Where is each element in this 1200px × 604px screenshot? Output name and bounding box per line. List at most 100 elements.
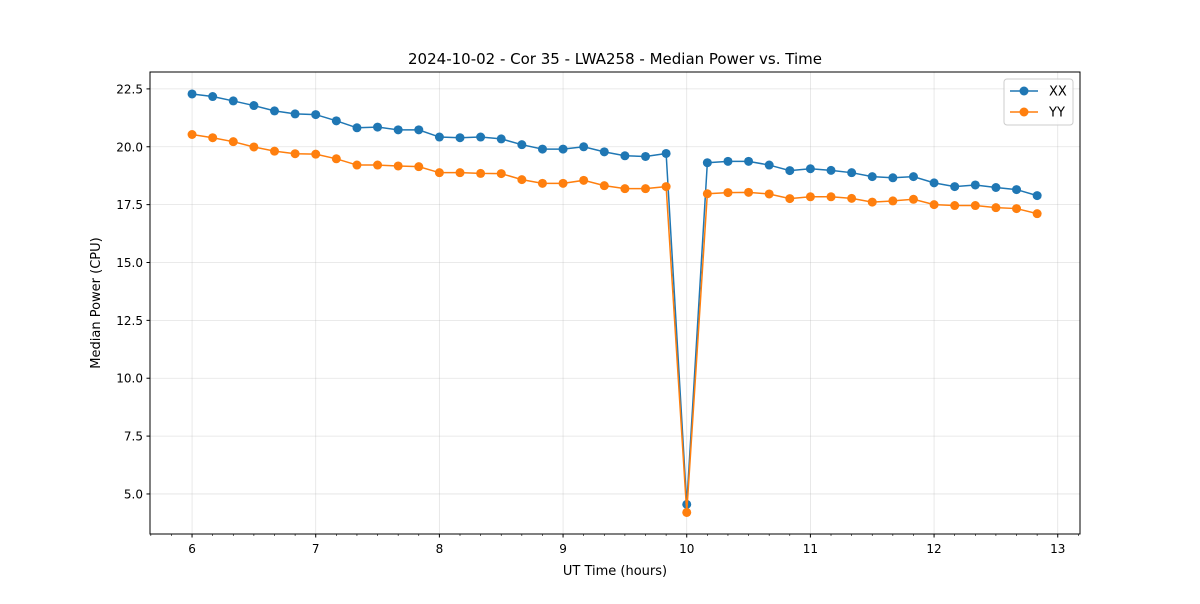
data-point [682, 507, 692, 517]
data-point [476, 168, 486, 178]
data-point [208, 133, 218, 143]
data-point [805, 192, 815, 202]
data-point [352, 160, 362, 170]
y-tick-label: 20.0 [116, 140, 143, 154]
data-point [290, 149, 300, 159]
data-point [950, 182, 960, 192]
data-point [764, 160, 774, 170]
y-tick-label: 12.5 [116, 314, 143, 328]
data-point [537, 178, 547, 188]
data-point [908, 194, 918, 204]
data-point [331, 154, 341, 164]
data-point [929, 178, 939, 188]
data-point [744, 187, 754, 197]
data-point [414, 162, 424, 172]
data-point [991, 183, 1001, 192]
legend: XX YY [1003, 78, 1074, 126]
data-point [434, 132, 444, 142]
x-tick-label: 9 [559, 542, 567, 556]
data-point [558, 144, 568, 154]
data-point [847, 193, 857, 203]
data-point [455, 133, 465, 143]
data-point [702, 189, 712, 199]
data-point [537, 144, 547, 154]
y-tick-label: 17.5 [116, 198, 143, 212]
data-point [228, 137, 238, 147]
data-point [352, 123, 362, 133]
data-point [228, 96, 238, 106]
data-point [414, 125, 424, 135]
data-point [888, 196, 898, 206]
series-layer [187, 89, 1042, 517]
data-point [641, 184, 651, 194]
series-yy [187, 129, 1042, 517]
data-point [826, 192, 836, 202]
x-axis-label: UT Time (hours) [563, 564, 667, 579]
data-point [826, 165, 836, 175]
data-point [373, 122, 383, 132]
legend-label: YY [1048, 106, 1065, 121]
data-point [476, 132, 486, 142]
x-tick-label: 7 [312, 542, 320, 556]
data-point [723, 188, 733, 198]
data-point [496, 169, 506, 179]
data-point [867, 172, 877, 182]
data-point [661, 182, 671, 192]
data-point [1012, 185, 1022, 195]
x-tick-label: 6 [188, 542, 196, 556]
data-point [434, 168, 444, 178]
data-point [970, 180, 980, 190]
data-point [393, 161, 403, 171]
y-tick-label: 10.0 [116, 372, 143, 386]
data-point [599, 147, 609, 157]
y-tick-label: 22.5 [116, 82, 143, 96]
legend-marker [1019, 107, 1029, 117]
data-point [764, 189, 774, 199]
data-point [311, 110, 321, 120]
data-point [888, 173, 898, 183]
data-point [785, 166, 795, 176]
data-point [1012, 204, 1022, 214]
data-point [290, 109, 300, 119]
data-point [1032, 191, 1042, 201]
data-point [785, 194, 795, 204]
y-tick-label: 5.0 [124, 487, 143, 501]
y-tick-label: 15.0 [116, 256, 143, 270]
data-point [620, 184, 630, 194]
data-point [373, 160, 383, 170]
data-point [249, 142, 259, 152]
data-point [805, 164, 815, 174]
data-point [249, 101, 259, 111]
data-point [393, 125, 403, 135]
x-tick-label: 11 [803, 542, 818, 556]
x-tick-label: 13 [1050, 542, 1065, 556]
data-point [599, 181, 609, 191]
legend-marker [1019, 86, 1029, 96]
x-tick-label: 12 [926, 542, 941, 556]
data-point [208, 92, 218, 102]
axes-frame [149, 71, 1081, 535]
data-point [702, 158, 712, 168]
data-point [950, 201, 960, 211]
data-point [331, 116, 341, 126]
y-tick-label: 7.5 [124, 430, 143, 444]
data-point [558, 178, 568, 188]
legend-label: XX [1049, 85, 1067, 100]
data-point [1032, 209, 1042, 219]
data-point [723, 156, 733, 166]
data-point [908, 172, 918, 182]
chart-title: 2024-10-02 - Cor 35 - LWA258 - Median Po… [408, 50, 822, 68]
data-point [970, 201, 980, 211]
data-point [620, 151, 630, 161]
data-point [579, 142, 589, 152]
data-point [311, 149, 321, 159]
data-point [269, 106, 279, 116]
data-point [269, 146, 279, 156]
data-point [641, 151, 651, 161]
y-axis-label: Median Power (CPU) [89, 237, 104, 368]
data-point [991, 203, 1001, 213]
data-point [187, 129, 197, 139]
ticks: 6 7 8 9 10 11 12 13 5.0 7.5 10.0 12.5 15.0 17.5 20.0 22… [116, 82, 1079, 556]
